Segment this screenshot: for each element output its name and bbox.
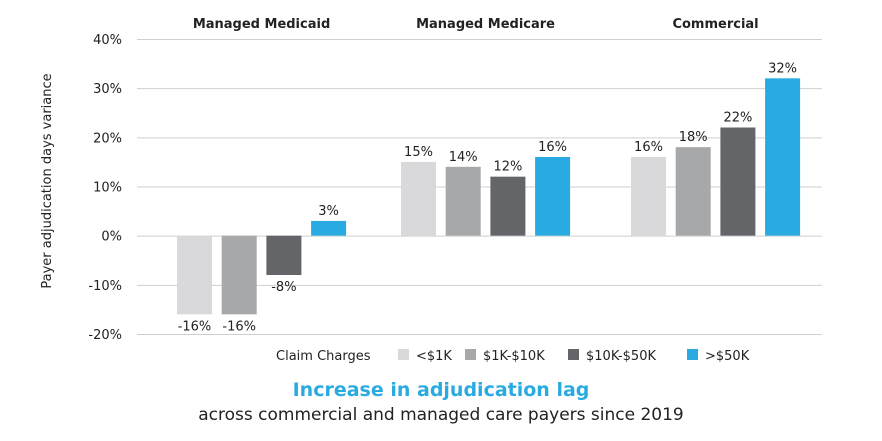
data-label: 32% — [768, 61, 797, 76]
bar — [177, 235, 212, 315]
y-tick-label: 0% — [101, 230, 122, 245]
bar — [720, 127, 756, 236]
y-tick-label: 40% — [93, 33, 122, 48]
data-label: 12% — [493, 160, 522, 175]
legend-label: $10K-$50K — [586, 349, 656, 364]
bar — [311, 220, 347, 236]
legend-label: $1K-$10K — [483, 349, 545, 364]
category-labels: Managed Medicaid Managed Medicare Commerci… — [193, 17, 759, 32]
data-labels: -16% -16% -8% 3% 15% 14% 12% 16% 16% 18% 22% 32% — [178, 61, 797, 334]
data-label: -16% — [178, 319, 212, 334]
legend-swatch — [687, 349, 698, 360]
y-axis-label: Payer adjudication days variance — [40, 73, 55, 288]
legend-title: Claim Charges — [276, 349, 371, 364]
legend-label: >$50K — [705, 349, 750, 364]
bar — [631, 157, 666, 236]
y-tick-label: -10% — [88, 279, 122, 294]
legend: Claim Charges <$1K $1K-$10K $10K-$50K >$50K — [276, 349, 750, 364]
data-label: 18% — [679, 130, 708, 145]
data-label: 16% — [634, 140, 663, 155]
bar — [445, 166, 481, 236]
legend-swatch — [398, 349, 409, 360]
data-label: 22% — [723, 111, 752, 126]
y-tick-label: 20% — [93, 131, 122, 146]
bar — [266, 235, 302, 275]
chart-subtitle: across commercial and managed care payer… — [198, 405, 684, 425]
y-tick-label: 30% — [93, 82, 122, 97]
chart: 40% 30% 20% 10% 0% -10% -20% Payer adjudicatio… — [40, 17, 822, 364]
data-label: -8% — [271, 280, 296, 295]
legend-swatch — [465, 349, 476, 360]
y-tick-label: -20% — [88, 328, 122, 343]
bar — [221, 235, 257, 315]
bar — [490, 176, 526, 236]
category-label: Managed Medicaid — [193, 17, 330, 32]
category-label: Managed Medicare — [416, 17, 555, 32]
category-label: Commercial — [672, 17, 758, 32]
chart-title: Increase in adjudication lag — [292, 379, 590, 401]
data-label: 15% — [404, 145, 433, 160]
data-label: 14% — [449, 150, 478, 165]
y-tick-label: 10% — [93, 181, 122, 196]
data-label: 3% — [318, 204, 339, 219]
bar — [401, 161, 436, 236]
y-axis-ticks: 40% 30% 20% 10% 0% -10% -20% — [88, 33, 122, 343]
bar — [535, 157, 571, 236]
bar — [765, 78, 801, 236]
legend-label: <$1K — [416, 349, 452, 364]
legend-swatch — [568, 349, 579, 360]
bars — [177, 78, 801, 315]
bar — [675, 147, 711, 236]
data-label: -16% — [222, 319, 256, 334]
data-label: 16% — [538, 140, 567, 155]
